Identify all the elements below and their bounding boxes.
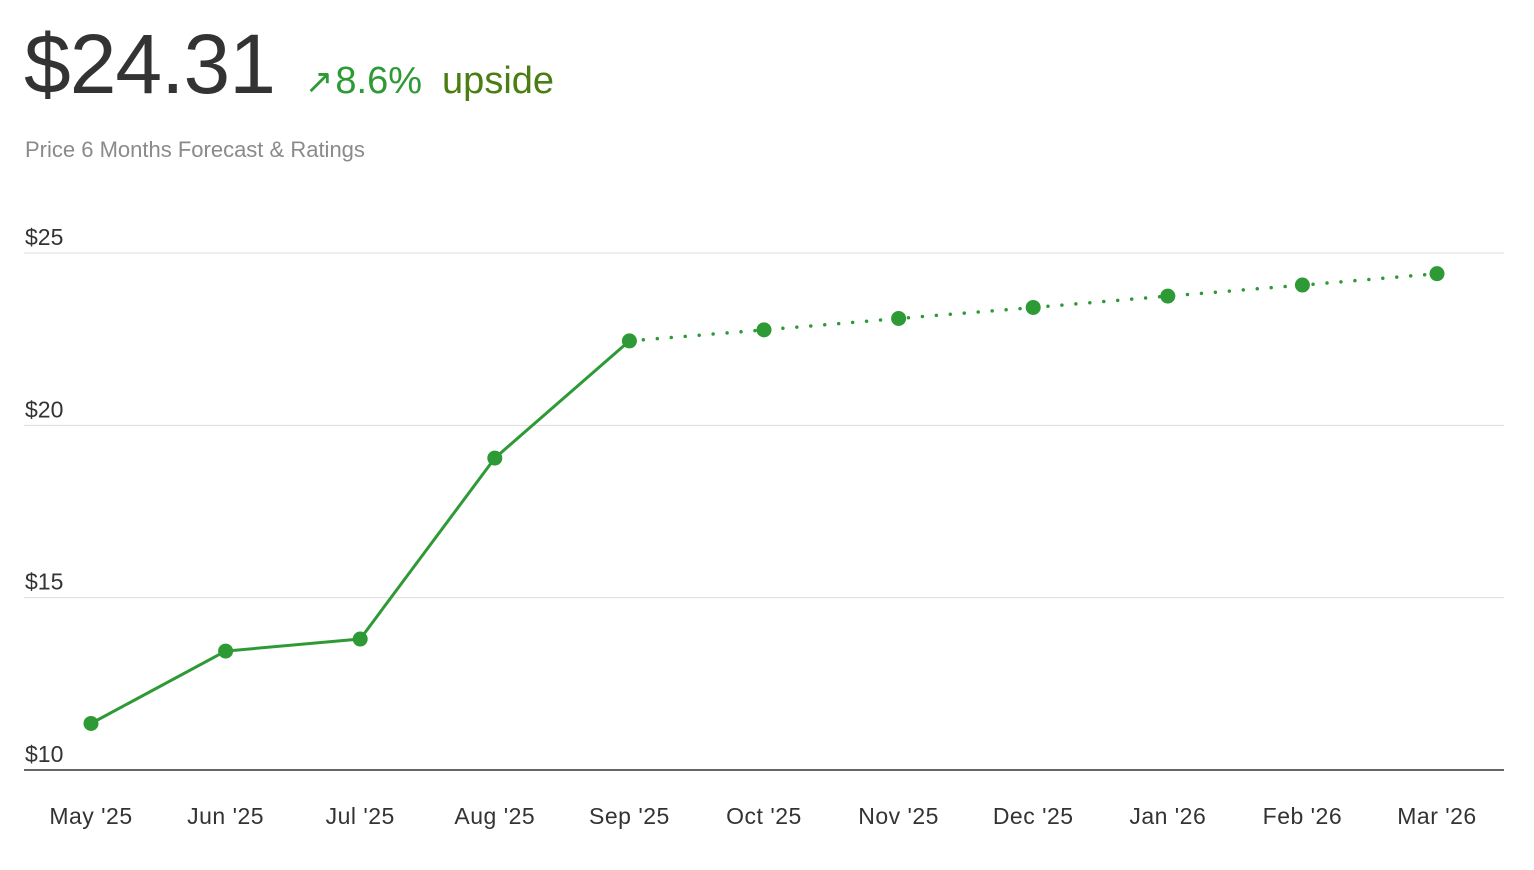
y-tick-label: $20: [25, 396, 63, 422]
data-point[interactable]: [352, 631, 368, 647]
header: $24.31 ↗ 8.6% upside: [24, 22, 554, 106]
current-price: $24.31: [24, 17, 276, 111]
data-points: [83, 266, 1445, 731]
data-point[interactable]: [1160, 288, 1176, 304]
data-point[interactable]: [1025, 299, 1041, 315]
x-tick-label: Feb '26: [1263, 803, 1343, 829]
x-tick-label: Mar '26: [1397, 803, 1476, 829]
x-tick-label: Nov '25: [858, 803, 939, 829]
x-tick-label: Aug '25: [454, 803, 535, 829]
x-tick-label: Jul '25: [326, 803, 395, 829]
y-tick-label: $25: [25, 224, 63, 250]
y-tick-label: $10: [25, 741, 63, 767]
x-tick-label: Sep '25: [589, 803, 670, 829]
data-point[interactable]: [756, 322, 772, 338]
x-axis-labels: May '25 Jun '25 Jul '25 Aug '25 Sep '25 Oct '…: [49, 803, 1476, 829]
change-percent: 8.6%: [335, 60, 423, 102]
x-tick-label: Jun '25: [187, 803, 264, 829]
data-point[interactable]: [218, 643, 234, 659]
chart-subtitle: Price 6 Months Forecast & Ratings: [25, 137, 365, 162]
x-tick-label: Oct '25: [726, 803, 802, 829]
change-word: upside: [442, 60, 555, 102]
data-point[interactable]: [83, 715, 99, 731]
series-lines: [89, 271, 1439, 725]
data-point[interactable]: [1294, 277, 1310, 293]
x-tick-label: May '25: [49, 803, 132, 829]
data-point[interactable]: [1429, 266, 1445, 282]
x-tick-label: Jan '26: [1129, 803, 1206, 829]
data-point[interactable]: [621, 333, 637, 349]
data-point[interactable]: [487, 450, 503, 466]
history-line: [89, 339, 631, 725]
grid-lines: [24, 252, 1504, 771]
y-tick-label: $15: [25, 569, 63, 595]
arrow-up-right-icon: ↗: [304, 63, 334, 101]
price-change: ↗ 8.6% upside: [305, 60, 554, 103]
y-axis-labels: $10 $15 $20 $25: [25, 224, 63, 767]
x-tick-label: Dec '25: [993, 803, 1074, 829]
data-point[interactable]: [891, 310, 907, 326]
